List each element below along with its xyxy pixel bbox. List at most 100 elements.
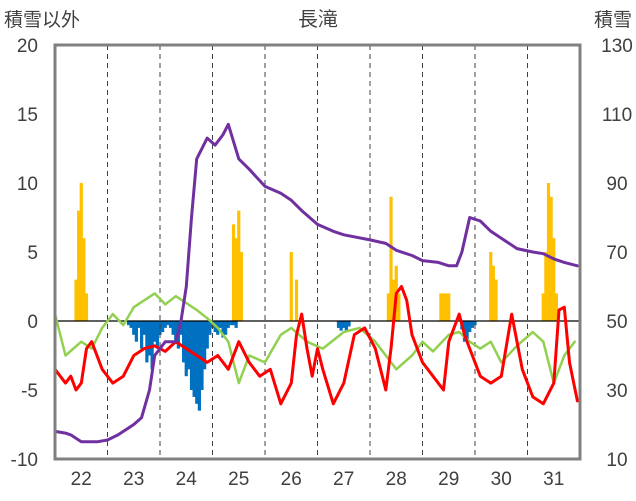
bar-1-38 — [226, 321, 230, 328]
chart-title: 長滝 — [298, 7, 338, 31]
right-axis-label: 積雪 — [594, 9, 632, 31]
bar-1-4 — [137, 321, 141, 328]
x-tick-label: 27 — [333, 469, 354, 490]
bar-1-21 — [182, 321, 186, 363]
bar-0-24 — [544, 252, 548, 321]
bar-1-18 — [174, 321, 178, 342]
bar-1-8 — [147, 321, 152, 356]
x-tick-label: 30 — [491, 469, 512, 490]
bar-0-25 — [546, 183, 551, 321]
bar-1-0 — [126, 321, 131, 326]
bar-0-11 — [386, 293, 390, 321]
x-tick-label: 24 — [176, 469, 198, 490]
bar-1-50 — [468, 321, 472, 333]
bar-0-3 — [82, 238, 86, 321]
left-tick-label: 15 — [17, 105, 38, 126]
bar-0-1 — [77, 210, 81, 321]
bar-1-7 — [145, 321, 149, 363]
bar-1-11 — [155, 321, 159, 349]
frame-layer — [53, 43, 582, 461]
bar-1-6 — [142, 321, 146, 335]
bar-1-37 — [224, 321, 228, 335]
right-axis-ticks: 10 30 50 70 90 110 130 — [601, 36, 633, 471]
bar-1-41 — [234, 321, 238, 328]
right-tick-label: 90 — [606, 174, 627, 195]
bar-0-15 — [397, 293, 401, 321]
bar-1-36 — [221, 321, 225, 338]
bar-0-5 — [231, 224, 236, 321]
right-tick-label: 130 — [601, 36, 633, 57]
right-tick-label: 10 — [606, 450, 627, 471]
right-tick-label: 30 — [606, 381, 627, 402]
bar-1-20 — [179, 321, 183, 335]
x-tick-label: 23 — [123, 469, 144, 490]
left-tick-label: 5 — [27, 243, 38, 264]
bar-1-24 — [189, 321, 194, 390]
bar-1-25 — [192, 321, 196, 397]
bar-1-27 — [197, 321, 201, 411]
bar-1-46 — [347, 321, 351, 327]
bar-0-23 — [541, 293, 545, 321]
bar-0-17 — [441, 293, 446, 321]
plot-frame — [53, 43, 582, 461]
bar-1-43 — [339, 321, 343, 331]
bar-1-42 — [336, 321, 341, 328]
series-line-0 — [53, 122, 579, 444]
x-tick-label: 26 — [281, 469, 302, 490]
bar-0-20 — [489, 252, 493, 321]
bar-1-30 — [205, 321, 209, 349]
grid-layer — [55, 45, 580, 459]
bar-1-52 — [473, 321, 477, 326]
bar-1-35 — [218, 321, 222, 328]
bar-1-45 — [344, 321, 348, 333]
bar-0-22 — [494, 279, 498, 321]
bar-1-15 — [166, 321, 170, 326]
left-axis-label: 積雪以外 — [4, 9, 80, 31]
bar-1-5 — [140, 321, 144, 349]
bar-1-13 — [161, 321, 165, 333]
bar-0-13 — [392, 279, 396, 321]
bar-1-28 — [200, 321, 204, 390]
left-tick-label: 10 — [17, 174, 38, 195]
bar-0-10 — [294, 279, 299, 321]
bar-1-39 — [229, 321, 233, 326]
series-line-2 — [53, 285, 579, 406]
left-axis-ticks: -10 -5 0 5 10 15 20 — [11, 36, 38, 471]
bar-0-2 — [79, 183, 83, 321]
bar-1-2 — [132, 321, 136, 335]
bar-1-40 — [231, 321, 236, 326]
bar-1-51 — [470, 321, 474, 328]
bar-0-28 — [554, 293, 558, 321]
bar-1-29 — [203, 321, 207, 370]
bar-0-7 — [237, 210, 241, 321]
bar-0-27 — [552, 238, 556, 321]
bar-1-49 — [465, 321, 469, 342]
x-tick-label: 22 — [71, 469, 92, 490]
bar-0-4 — [84, 293, 89, 321]
bar-0-6 — [234, 238, 238, 321]
bar-1-23 — [187, 321, 191, 370]
series-line-1 — [53, 292, 576, 385]
left-tick-label: -10 — [11, 450, 38, 471]
bar-0-16 — [439, 293, 443, 321]
bar-0-8 — [239, 252, 243, 321]
bars-layer — [74, 183, 558, 411]
lines-layer — [53, 122, 579, 444]
left-tick-label: 0 — [27, 312, 38, 333]
bar-1-10 — [153, 321, 157, 342]
x-tick-label: 28 — [386, 469, 407, 490]
bar-1-14 — [163, 321, 167, 328]
bar-0-0 — [74, 279, 78, 321]
bar-1-26 — [195, 321, 199, 404]
bar-1-44 — [342, 321, 346, 328]
x-tick-label: 31 — [543, 469, 564, 490]
left-tick-label: 20 — [17, 36, 38, 57]
x-tick-label: 29 — [438, 469, 459, 490]
bar-1-16 — [168, 321, 173, 328]
x-axis-ticks: 22 23 24 25 26 27 28 29 30 31 — [71, 469, 565, 490]
bar-1-3 — [134, 321, 138, 342]
left-tick-label: -5 — [21, 381, 38, 402]
bar-0-12 — [389, 196, 393, 321]
right-tick-label: 110 — [602, 105, 632, 126]
